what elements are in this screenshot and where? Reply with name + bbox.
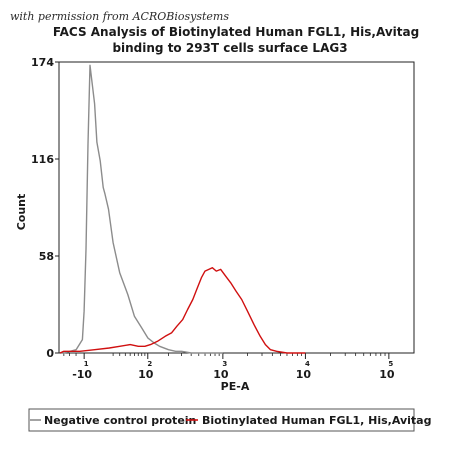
x-tick-label: 10 (213, 368, 229, 381)
chart-subtitle: binding to 293T cells surface LAG3 (112, 41, 347, 55)
legend-label-negative-control: Negative control protein (44, 414, 196, 427)
legend-box (28, 408, 415, 432)
y-tick-label: 116 (31, 153, 54, 166)
negative-control-line (60, 64, 223, 354)
legend-label-fgl1: Biotinylated Human FGL1, His,Avitag (202, 414, 431, 427)
x-tick-exponent: 1 (84, 360, 89, 368)
chart-title: FACS Analysis of Biotinylated Human FGL1… (53, 25, 419, 39)
x-tick-exponent: 2 (147, 360, 152, 368)
x-tick-exponent: 3 (222, 360, 227, 368)
histogram-series (59, 64, 306, 354)
fgl1-binding-line (59, 267, 306, 354)
y-tick-label: 174 (31, 56, 54, 69)
x-tick-exponent: 4 (305, 360, 310, 368)
watermark-text: with permission from ACROBiosystems (10, 10, 229, 23)
y-axis-title: Count (15, 194, 28, 231)
y-axis-ticks: 0 58 116 174 (31, 56, 59, 360)
x-tick-label: -10 (72, 368, 92, 381)
y-tick-label: 58 (39, 250, 54, 263)
x-axis-title: PE-A (221, 380, 250, 393)
y-tick-label: 0 (46, 347, 54, 360)
x-tick-label: 10 (138, 368, 154, 381)
x-tick-exponent: 5 (388, 360, 393, 368)
plot-frame (58, 61, 415, 354)
x-tick-label: 10 (379, 368, 395, 381)
x-tick-label: 10 (296, 368, 312, 381)
